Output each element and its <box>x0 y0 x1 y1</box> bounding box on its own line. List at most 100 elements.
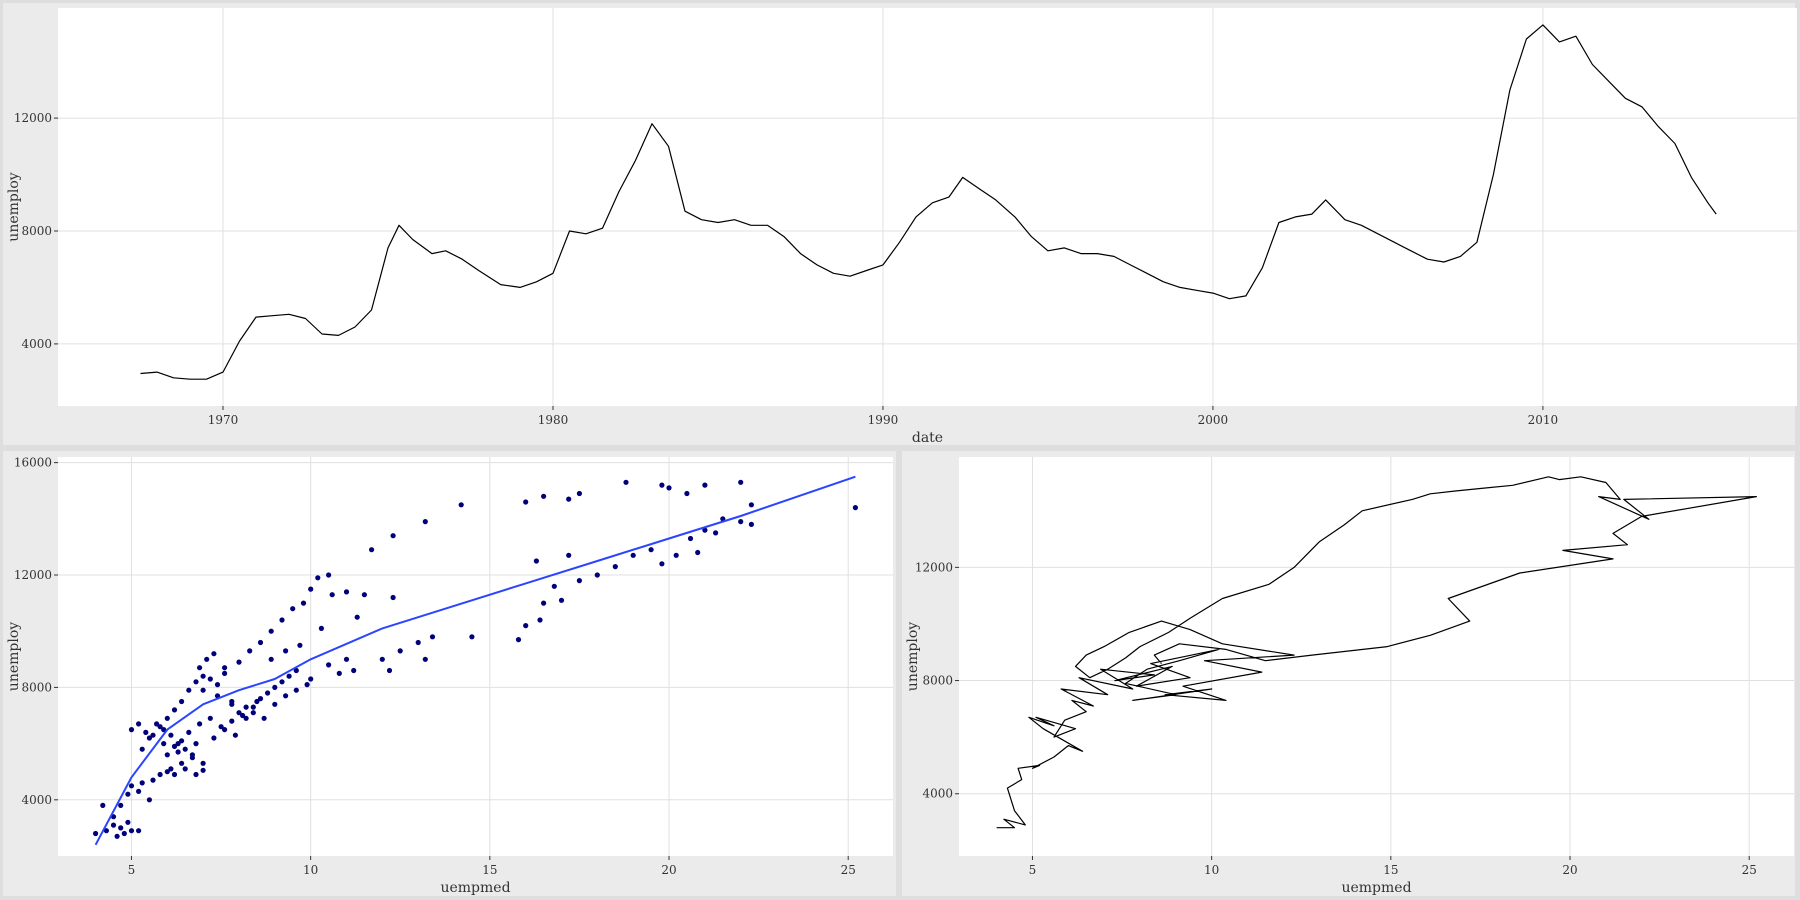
data-point <box>247 648 253 654</box>
data-point <box>197 721 203 727</box>
data-point <box>143 729 149 736</box>
data-point <box>523 499 529 505</box>
data-point <box>283 648 289 654</box>
y-tick-label: 12000 <box>915 560 953 574</box>
data-point <box>329 592 335 598</box>
plot-background <box>959 457 1794 856</box>
data-point <box>666 485 672 491</box>
data-point <box>125 819 131 825</box>
data-point <box>318 625 324 632</box>
y-tick-label: 16000 <box>14 456 52 470</box>
data-point <box>533 558 540 564</box>
data-point <box>523 623 529 629</box>
data-point <box>175 741 181 747</box>
data-point <box>612 564 618 570</box>
x-tick-label: 15 <box>1383 863 1398 877</box>
data-point <box>738 479 744 485</box>
x-tick-label: 10 <box>303 863 318 877</box>
x-tick-label: 1980 <box>538 413 569 427</box>
data-point <box>558 597 565 603</box>
data-point <box>200 673 206 679</box>
data-point <box>673 552 679 558</box>
chart-panel-3: 5 10 15 20 25 4000 8000 12000 uempmed unemploy <box>902 451 1795 896</box>
data-point <box>125 791 131 797</box>
data-point <box>193 771 199 778</box>
data-point <box>268 628 274 634</box>
data-point <box>136 828 142 834</box>
y-axis-title: unemploy <box>6 622 22 691</box>
data-point <box>193 679 199 685</box>
data-point <box>283 693 289 699</box>
data-point <box>386 667 393 674</box>
data-point <box>541 493 547 499</box>
data-point <box>254 698 260 705</box>
data-point <box>128 727 135 733</box>
data-point <box>566 496 572 502</box>
y-axis-title: unemploy <box>6 172 22 241</box>
data-point <box>189 755 195 761</box>
data-point <box>197 665 203 671</box>
data-point <box>415 639 421 646</box>
x-tick-label: 5 <box>128 863 136 877</box>
data-point <box>214 682 221 688</box>
data-point <box>100 802 106 809</box>
x-axis-title: date <box>912 430 943 446</box>
data-point <box>361 592 367 598</box>
data-point <box>343 589 350 595</box>
data-point <box>229 698 235 705</box>
data-point <box>171 743 178 750</box>
data-point <box>257 639 264 646</box>
data-point <box>128 783 135 789</box>
data-point <box>168 766 174 772</box>
data-point <box>630 552 636 558</box>
data-point <box>297 642 303 648</box>
y-axis-title: unemploy <box>905 622 921 691</box>
data-point <box>458 502 464 508</box>
data-point <box>164 715 170 721</box>
data-point <box>702 482 708 488</box>
data-point <box>218 724 224 730</box>
data-point <box>118 802 124 809</box>
data-point <box>186 687 192 693</box>
y-tick-label: 12000 <box>14 568 52 582</box>
data-point <box>250 704 256 710</box>
data-point <box>702 527 708 533</box>
data-point <box>315 575 321 581</box>
data-point <box>304 682 310 688</box>
data-point <box>240 712 246 719</box>
data-point <box>695 549 701 556</box>
data-point <box>308 676 314 682</box>
data-point <box>429 634 436 640</box>
data-point <box>390 594 396 601</box>
data-point <box>422 656 428 662</box>
data-point <box>268 656 274 662</box>
x-tick-label: 2010 <box>1528 413 1559 427</box>
data-point <box>232 732 238 738</box>
data-point <box>576 578 583 584</box>
plot-marks <box>140 24 1717 380</box>
y-tick-label: 4000 <box>21 793 52 807</box>
x-tick-label: 20 <box>1562 863 1577 877</box>
data-point <box>222 727 228 733</box>
data-point <box>236 710 242 716</box>
data-point <box>265 690 271 696</box>
data-point <box>146 735 152 741</box>
data-point <box>114 833 120 839</box>
x-axis-title: uempmed <box>440 880 510 896</box>
data-point <box>308 586 314 592</box>
data-point <box>175 749 181 755</box>
data-point <box>687 535 694 542</box>
data-point <box>204 656 210 662</box>
x-tick-label: 20 <box>661 863 676 877</box>
data-point <box>279 617 285 623</box>
data-point <box>293 667 299 674</box>
data-point <box>537 617 543 623</box>
data-point <box>171 771 178 778</box>
y-tick-label: 8000 <box>21 680 52 694</box>
x-tick-label: 25 <box>841 863 856 877</box>
data-point <box>422 519 428 525</box>
data-point <box>852 505 859 511</box>
x-tick-label: 1970 <box>208 413 239 427</box>
data-point <box>326 572 332 578</box>
